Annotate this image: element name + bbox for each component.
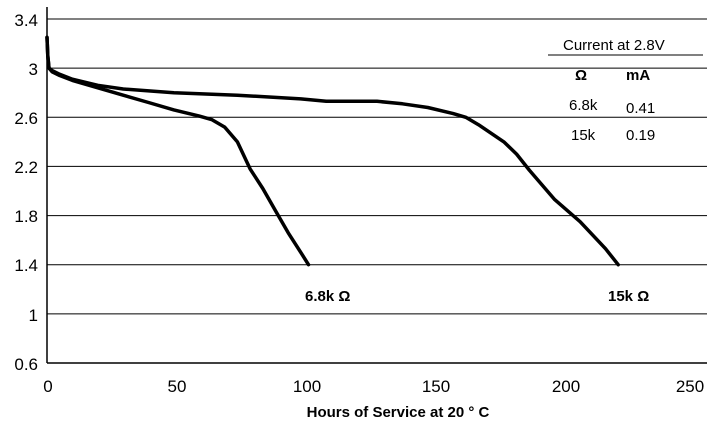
legend-row-resistance: 6.8k — [569, 97, 598, 114]
y-tick-label: 3 — [29, 60, 38, 79]
x-tick-label: 100 — [293, 377, 321, 396]
y-tick-label: 2.6 — [14, 109, 38, 128]
y-tick-label: 1.4 — [14, 256, 38, 275]
y-tick-label: 1 — [29, 306, 38, 325]
y-tick-label: 1.8 — [14, 207, 38, 226]
legend-title: Current at 2.8V — [563, 37, 665, 54]
grid-lines — [47, 18, 707, 315]
legend-header-ma: mA — [626, 67, 650, 84]
y-axis-tick-labels: 3.4 3 2.6 2.2 1.8 1.4 1 0.6 — [14, 11, 38, 374]
y-tick-label: 0.6 — [14, 355, 38, 374]
x-tick-label: 250 — [676, 377, 704, 396]
legend-row-current: 0.19 — [626, 127, 655, 144]
y-tick-label: 3.4 — [14, 11, 38, 30]
series-line-15k — [45, 35, 620, 267]
x-tick-label: 50 — [168, 377, 187, 396]
x-axis-tick-labels: 0 50 100 150 200 250 — [43, 377, 704, 396]
current-legend-table: Current at 2.8V Ω mA 6.8k 0.41 15k 0.19 — [548, 37, 703, 144]
y-tick-label: 2.2 — [14, 158, 38, 177]
legend-row-current: 0.41 — [626, 100, 655, 117]
legend-header-ohm: Ω — [575, 67, 587, 84]
x-tick-label: 0 — [43, 377, 52, 396]
x-tick-label: 200 — [552, 377, 580, 396]
series-line-6-8k — [45, 35, 311, 267]
curve-label-6-8k: 6.8k Ω — [305, 288, 350, 305]
x-axis-title: Hours of Service at 20 ° C — [307, 404, 490, 421]
series-curves — [45, 35, 620, 267]
legend-row-resistance: 15k — [571, 127, 596, 144]
curve-label-15k: 15k Ω — [608, 288, 649, 305]
x-tick-label: 150 — [422, 377, 450, 396]
